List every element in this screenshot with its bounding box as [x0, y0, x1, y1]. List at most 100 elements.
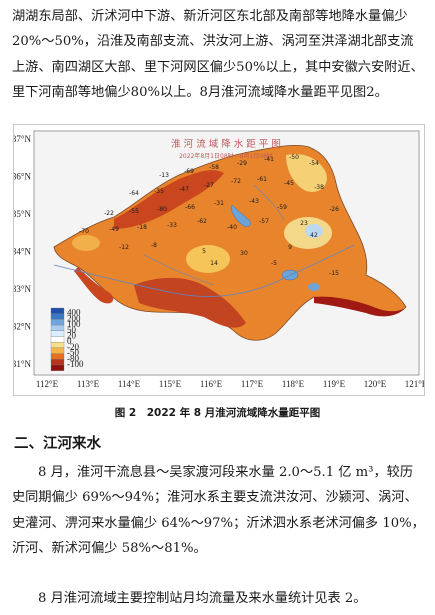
station-value-label: -69: [184, 168, 194, 175]
longitude-tick-label: 121°E: [405, 379, 424, 389]
station-value-label: 5: [202, 248, 206, 255]
longitude-tick-label: 114°E: [118, 379, 141, 389]
station-value-label: -62: [197, 218, 207, 225]
basin-zone-dark-north: [114, 170, 224, 229]
legend-swatch: [50, 336, 65, 343]
station-value-label: -59: [277, 204, 287, 211]
station-value-label: -12: [119, 244, 129, 251]
station-value-label: 9: [288, 244, 292, 251]
lake-shape: [231, 204, 251, 227]
station-value-label: -64: [129, 190, 139, 197]
station-value-label: -50: [289, 154, 299, 161]
lake-shape: [308, 283, 320, 291]
legend-label: 200: [67, 313, 81, 323]
legend-label: 50: [67, 325, 77, 335]
legend-swatch: [50, 364, 65, 371]
station-value-label: -29: [237, 160, 247, 167]
legend-swatch: [50, 307, 65, 314]
station-value-label: -31: [214, 200, 224, 207]
map-canvas: 淮 河 流 域 降 水 距 平 图 2022年8月1日08时—9月1日08时 -…: [12, 130, 428, 389]
station-value-label: -22: [104, 210, 114, 217]
station-value-label: -70: [79, 228, 89, 235]
legend-swatch: [50, 313, 65, 320]
station-value-label: -40: [227, 224, 237, 231]
basin-zone-blue-east: [305, 224, 323, 238]
station-value-label: -26: [329, 206, 339, 213]
precipitation-anomaly-map: 淮 河 流 域 降 水 距 平 图 2022年8月1日08时—9月1日08时 -…: [12, 124, 428, 396]
longitude-tick-label: 119°E: [323, 379, 346, 389]
station-value-label: -38: [314, 184, 324, 191]
longitude-tick-label: 120°E: [364, 379, 387, 389]
longitude-tick-label: 117°E: [241, 379, 264, 389]
legend-swatch: [50, 330, 65, 337]
legend-label: 400: [67, 308, 81, 318]
latitude-tick-label: 31°N: [14, 359, 31, 369]
longitude-tick-label: 113°E: [77, 379, 100, 389]
station-value-label: -54: [309, 160, 319, 167]
legend-label: -80: [67, 353, 79, 363]
station-value-label: -55: [129, 208, 139, 215]
latitude-tick-label: 35°N: [14, 209, 31, 219]
legend-label: 100: [67, 319, 81, 329]
legend-label: -100: [67, 359, 84, 369]
station-value-label: -47: [179, 186, 189, 193]
latitude-tick-label: 34°N: [14, 247, 31, 257]
station-value-label: 30: [240, 250, 248, 257]
station-value-label: -41: [264, 156, 274, 163]
station-value-label: -57: [259, 218, 269, 225]
station-value-label: -58: [209, 164, 219, 171]
map-subtitle: 2022年8月1日08时—9月1日08时: [179, 152, 273, 160]
latitude-tick-label: 36°N: [14, 172, 31, 182]
basin-zone-dark-southwest: [74, 267, 114, 304]
river-line: [143, 254, 215, 286]
latitude-tick-label: 37°N: [14, 134, 31, 144]
latitude-tick-label: 33°N: [14, 284, 31, 294]
river-line: [53, 244, 355, 297]
basin-zone-light-west: [72, 235, 100, 251]
station-value-label: -5: [271, 260, 277, 267]
legend-label: -20: [67, 342, 79, 352]
section-heading: 二、江河来水: [14, 436, 101, 452]
station-value-label: -80: [157, 206, 167, 213]
legend-swatch: [50, 324, 65, 331]
longitude-tick-label: 118°E: [282, 379, 305, 389]
map-title: 淮 河 流 域 降 水 距 平 图: [171, 138, 281, 150]
basin-zone-light-center: [186, 245, 230, 273]
river-line: [253, 184, 285, 221]
latitude-ticks: 37°N 36°N 35°N 34°N 33°N 32°N 31°N: [12, 134, 32, 369]
legend-label: -50: [67, 348, 79, 358]
station-value-label: -45: [284, 180, 294, 187]
station-value-label: -15: [329, 270, 339, 277]
station-value-label: 14: [210, 260, 218, 267]
legend-swatch: [50, 319, 65, 326]
station-value-label: 23: [300, 220, 308, 227]
station-value-label: -13: [159, 172, 169, 179]
station-value-label: -27: [204, 182, 214, 189]
legend-swatch: [50, 342, 65, 349]
station-values: -13 -69 -58 -29 -41 -50 -54 -64 -35 -47 -27 -72 -61 -…: [79, 154, 339, 277]
legend-label: 20: [67, 331, 77, 341]
station-value-label: -72: [231, 178, 241, 185]
legend-swatch: [50, 353, 65, 360]
basin-zone-light-northeast: [286, 153, 327, 192]
station-value-label: 42: [310, 232, 318, 239]
legend-swatch: [50, 347, 65, 354]
station-value-label: -49: [109, 226, 119, 233]
longitude-tick-label: 115°E: [159, 379, 182, 389]
station-value-label: -18: [137, 224, 147, 231]
longitude-tick-label: 116°E: [200, 379, 223, 389]
station-value-label: -33: [167, 222, 177, 229]
station-value-label: -8: [151, 242, 157, 249]
legend-label: 0: [67, 336, 72, 346]
basin-zone-dark-east: [314, 296, 406, 317]
figure-caption: 图 2 2022 年 8 月淮河流域降水量距平图: [114, 407, 321, 419]
station-value-label: -66: [185, 204, 195, 211]
station-value-label: -43: [249, 198, 259, 205]
longitude-ticks: 112°E 113°E 114°E 115°E 116°E 117°E 118°E 119°E…: [36, 379, 428, 389]
inflow-paragraph: 8 月，淮河干流息县～吴家渡河段来水量 2.0～5.1 亿 m³，较历史同期偏少…: [12, 465, 425, 557]
summary-paragraph: 8 月淮河流域主要控制站月均流量及来水量统计见表 2。: [38, 591, 367, 606]
station-value-label: -35: [154, 188, 164, 195]
legend-swatch: [50, 359, 65, 366]
station-value-label: -61: [257, 176, 267, 183]
